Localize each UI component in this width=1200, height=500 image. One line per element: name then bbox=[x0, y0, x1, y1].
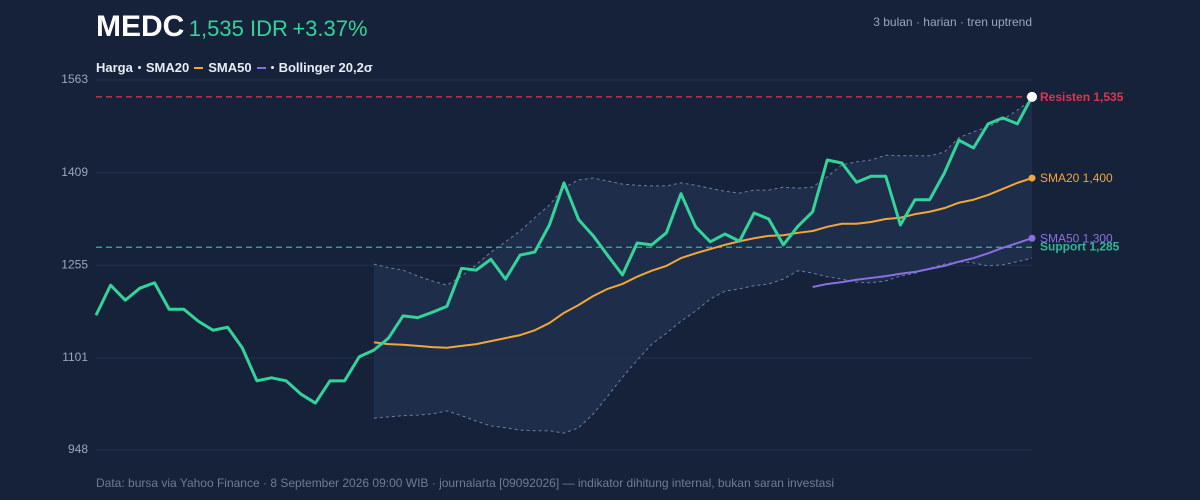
y-tick-label: 1101 bbox=[62, 350, 88, 364]
reference-label: Support 1,285 bbox=[1040, 239, 1120, 253]
legend-swatch bbox=[256, 66, 266, 69]
bollinger-upper bbox=[373, 99, 1033, 286]
subtitle: 3 bulan · harian · tren uptrend bbox=[873, 15, 1032, 29]
header: MEDC 1,535 IDR +3.37% bbox=[96, 10, 368, 44]
title: MEDC bbox=[96, 10, 185, 43]
legend-item: Bollinger 20,2σ bbox=[278, 60, 373, 75]
legend-item: Harga bbox=[96, 60, 133, 75]
legend-item: SMA20 bbox=[145, 60, 190, 75]
bollinger-band bbox=[373, 99, 1032, 434]
y-tick-label: 1255 bbox=[61, 257, 88, 271]
end-dot bbox=[1028, 174, 1036, 182]
separator bbox=[270, 66, 274, 69]
price: 1,535 IDR bbox=[188, 16, 288, 41]
series-line bbox=[94, 96, 1034, 405]
y-tick-label: 948 bbox=[68, 442, 88, 456]
y-tick-label: 1563 bbox=[61, 72, 88, 86]
legend: Harga SMA20 SMA50 Bollinger 20,2σ bbox=[96, 60, 373, 75]
series-line bbox=[812, 237, 1033, 288]
source: Data: bursa via Yahoo Finance · 8 Septem… bbox=[96, 476, 834, 490]
change: +3.37% bbox=[292, 16, 368, 41]
end-label: Resisten 1,535 bbox=[1040, 90, 1124, 104]
end-dot bbox=[1027, 91, 1037, 102]
end-dot bbox=[1028, 234, 1036, 242]
legend-item: SMA50 bbox=[208, 60, 252, 75]
y-tick-label: 1409 bbox=[61, 165, 88, 179]
legend-swatch bbox=[194, 66, 204, 69]
separator bbox=[137, 66, 141, 69]
end-label: SMA20 1,400 bbox=[1040, 171, 1113, 185]
series-line bbox=[373, 177, 1033, 349]
end-label: SMA50 1,300 bbox=[1040, 231, 1113, 245]
